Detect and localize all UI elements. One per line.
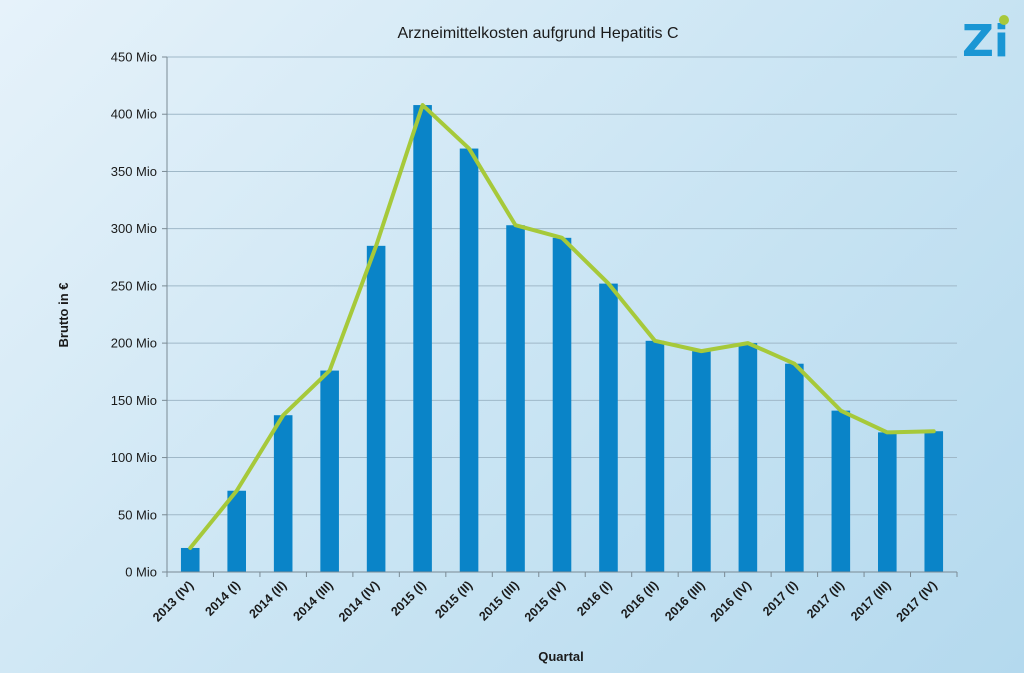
x-tick-label: 2017 (III) xyxy=(848,578,893,623)
bar-2016 (III) xyxy=(692,351,711,572)
y-axis-label: Brutto in € xyxy=(56,283,71,348)
bar-2014 (III) xyxy=(320,370,339,572)
zi-logo: Zi xyxy=(962,15,1009,67)
bar-2016 (IV) xyxy=(738,343,758,572)
zi-logo-text: Zi xyxy=(962,16,1009,67)
x-tick-label: 2016 (II) xyxy=(618,578,661,621)
y-tick-label: 400 Mio xyxy=(111,107,157,122)
y-tick-label: 250 Mio xyxy=(111,278,157,293)
bar-2017 (I) xyxy=(785,363,804,572)
x-tick-label: 2015 (III) xyxy=(476,578,521,623)
bar-2015 (II) xyxy=(459,148,479,573)
bar-2014 (I) xyxy=(227,490,246,572)
x-tick-label: 2014 (III) xyxy=(290,578,335,623)
bar-2013 (IV) xyxy=(180,547,200,572)
bar-2017 (II) xyxy=(831,410,851,572)
zi-logo-dot xyxy=(999,15,1009,25)
y-tick-label: 200 Mio xyxy=(111,336,157,351)
axes xyxy=(166,57,957,573)
x-tick-label: 2013 (IV) xyxy=(150,578,196,624)
bar-2017 (IV) xyxy=(924,431,944,572)
x-tick-label: 2015 (I) xyxy=(388,578,428,618)
trend-line-path xyxy=(188,103,936,550)
bar-2014 (II) xyxy=(273,415,293,572)
x-tick-label: 2014 (IV) xyxy=(336,578,382,624)
trend-line xyxy=(188,103,936,550)
bar-2017 (III) xyxy=(878,432,897,572)
x-axis-label: Quartal xyxy=(538,649,584,664)
y-tick-label: 350 Mio xyxy=(111,164,157,179)
y-tick-label: 150 Mio xyxy=(111,393,157,408)
x-tick-label: 2017 (I) xyxy=(760,578,800,618)
bar-2016 (I) xyxy=(599,283,618,572)
x-tick-label: 2015 (II) xyxy=(432,578,475,621)
y-tick-label: 450 Mio xyxy=(111,50,157,65)
y-tick-label: 300 Mio xyxy=(111,221,157,236)
x-tick-label: 2016 (III) xyxy=(662,578,707,623)
x-tick-label: 2016 (I) xyxy=(574,578,614,618)
x-axis-ticks: 2013 (IV) 2014 (I) 2014 (II) 2014 (III) 2014… xyxy=(150,572,958,624)
bars xyxy=(180,105,944,573)
x-tick-label: 2015 (IV) xyxy=(522,578,568,624)
x-tick-label: 2014 (II) xyxy=(246,578,289,621)
chart-title: Arzneimittelkosten aufgrund Hepatitis C xyxy=(397,25,678,42)
y-tick-label: 50 Mio xyxy=(118,507,157,522)
y-tick-label: 0 Mio xyxy=(125,565,157,580)
bar-2015 (I) xyxy=(413,105,432,573)
bar-2015 (IV) xyxy=(552,237,572,573)
x-tick-label: 2014 (I) xyxy=(202,578,242,618)
x-tick-label: 2017 (II) xyxy=(804,578,847,621)
y-axis-ticks: 0 Mio 50 Mio 100 Mio 150 Mio 200 Mio 250 Mio 3… xyxy=(111,50,167,580)
bar-2014 (IV) xyxy=(366,245,386,573)
bar-2015 (III) xyxy=(506,225,525,572)
y-tick-label: 100 Mio xyxy=(111,450,157,465)
x-tick-label: 2017 (IV) xyxy=(894,578,940,624)
bar-2016 (II) xyxy=(645,340,665,572)
x-tick-label: 2016 (IV) xyxy=(708,578,754,624)
